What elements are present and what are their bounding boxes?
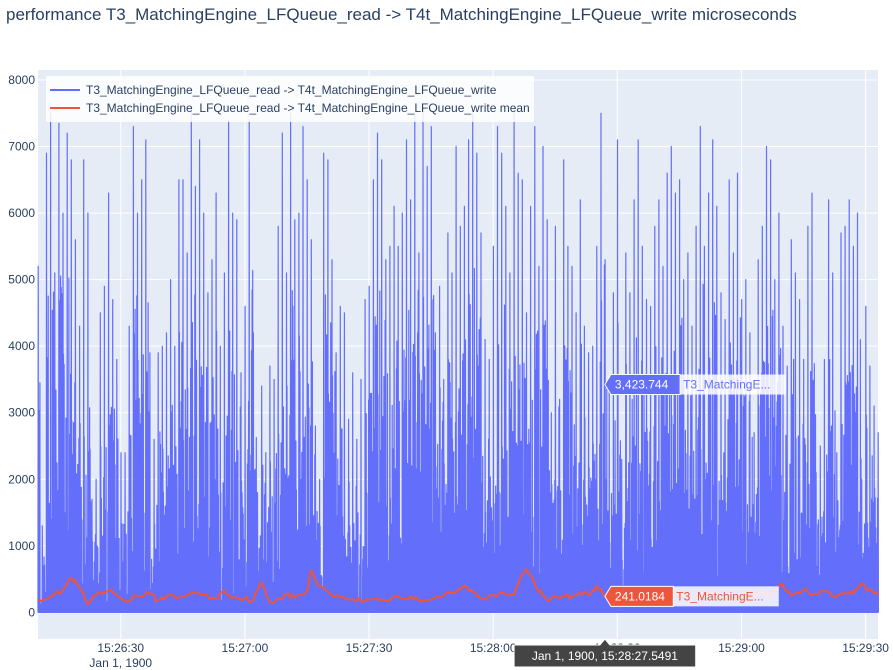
- legend-item-1[interactable]: T3_MatchingEngine_LFQueue_read -> T4t_Ma…: [50, 101, 530, 115]
- legend-label-0: T3_MatchingEngine_LFQueue_read -> T4t_Ma…: [86, 83, 497, 97]
- x-tick-label: 15:27:00: [222, 641, 269, 655]
- y-tick-label: 6000: [8, 206, 35, 220]
- y-tick-label: 0: [28, 605, 35, 619]
- hover-name-text: T3_MatchingE...: [676, 589, 763, 603]
- x-tick-label: 15:29:30: [842, 641, 889, 655]
- x-tick-label: 15:27:30: [346, 641, 393, 655]
- x-tick-label: 15:26:30: [97, 641, 144, 655]
- hover-x-box: [513, 638, 697, 668]
- legend-item-0[interactable]: T3_MatchingEngine_LFQueue_read -> T4t_Ma…: [50, 83, 497, 97]
- chart-title: performance T3_MatchingEngine_LFQueue_re…: [6, 5, 797, 24]
- x-date-label: Jan 1, 1900: [89, 656, 152, 670]
- hover-x-text: Jan 1, 1900, 15:28:27.5491: [532, 649, 678, 663]
- x-axis: 15:26:3015:27:0015:27:3015:28:0015:28:30…: [89, 641, 889, 670]
- hover-value-text: 3,423.744: [615, 378, 669, 392]
- hover-name-box: [680, 374, 786, 395]
- hover-x-label: Jan 1, 1900, 15:28:27.5491: [513, 638, 697, 668]
- y-tick-label: 1000: [8, 539, 35, 553]
- legend-background: [46, 76, 534, 122]
- y-tick-label: 2000: [8, 472, 35, 486]
- legend-label-1: T3_MatchingEngine_LFQueue_read -> T4t_Ma…: [86, 101, 530, 115]
- series-line-raw: [37, 106, 879, 613]
- hover-name-box: [673, 586, 779, 607]
- y-axis: 0 1000 2000 3000 4000 5000 6000 7000 8000: [8, 73, 35, 619]
- legend: T3_MatchingEngine_LFQueue_read -> T4t_Ma…: [46, 76, 534, 122]
- y-tick-label: 8000: [8, 73, 35, 87]
- y-tick-label: 4000: [8, 339, 35, 353]
- x-tick-label: 15:28:00: [470, 641, 517, 655]
- hover-name-text: T3_MatchingE...: [683, 378, 770, 392]
- hover-value-text: 241.0184: [615, 589, 665, 603]
- y-tick-label: 3000: [8, 406, 35, 420]
- hover-label-0: 3,423.744 T3_MatchingE...: [604, 374, 786, 396]
- y-tick-label: 7000: [8, 140, 35, 154]
- hover-layer: 3,423.744 T3_MatchingE... 241.0184 T3_Match…: [513, 374, 786, 668]
- hover-label-1: 241.0184 T3_MatchingE...: [604, 585, 779, 607]
- x-tick-label: 15:29:00: [718, 641, 765, 655]
- y-tick-label: 5000: [8, 273, 35, 287]
